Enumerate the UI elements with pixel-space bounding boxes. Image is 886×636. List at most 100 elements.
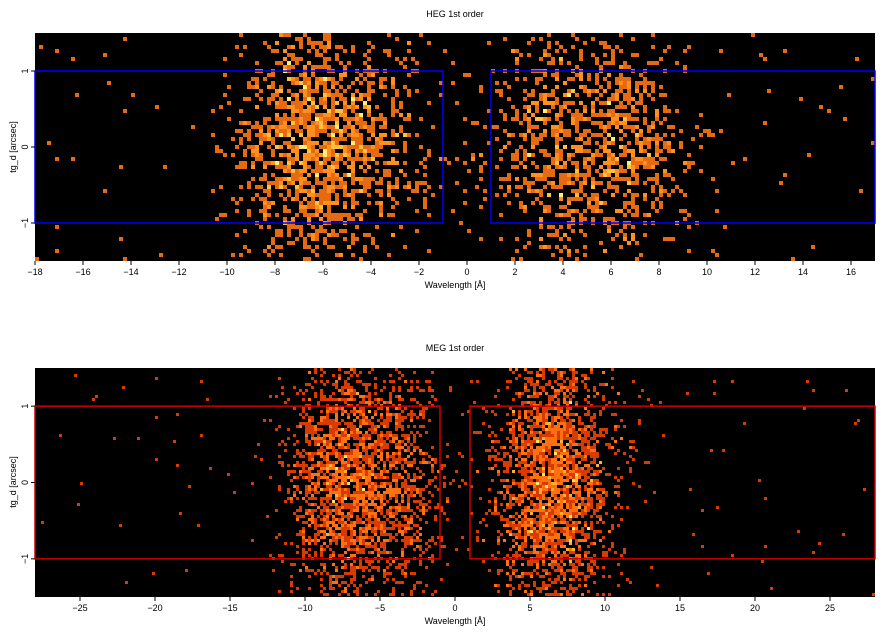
event-cell [311, 428, 314, 431]
event-cell [311, 73, 315, 77]
event-cell [287, 153, 291, 157]
event-cell [368, 455, 371, 458]
event-cell [407, 389, 410, 392]
event-cell [679, 209, 683, 213]
event-cell [575, 145, 579, 149]
event-cell [471, 153, 475, 157]
event-cell [386, 476, 389, 479]
event-cell [763, 121, 767, 125]
event-cell [319, 41, 323, 45]
event-cell [291, 105, 295, 109]
event-cell [631, 161, 635, 165]
event-cell [567, 201, 571, 205]
event-cell [303, 177, 307, 181]
event-cell [359, 485, 362, 488]
event-cell [554, 392, 557, 395]
event-cell [533, 509, 536, 512]
event-cell [363, 105, 367, 109]
event-cell [627, 101, 631, 105]
event-cell [569, 494, 572, 497]
event-cell [302, 536, 305, 539]
event-cell [587, 425, 590, 428]
event-cell [392, 386, 395, 389]
event-cell [359, 548, 362, 551]
event-cell [247, 137, 251, 141]
event-cell [555, 85, 559, 89]
event-cell [320, 437, 323, 440]
event-cell [303, 169, 307, 173]
event-cell [371, 473, 374, 476]
event-cell [507, 141, 511, 145]
event-cell [332, 374, 335, 377]
event-cell [219, 105, 223, 109]
event-cell [509, 368, 512, 371]
event-cell [359, 455, 362, 458]
event-cell [557, 470, 560, 473]
event-cell [299, 101, 303, 105]
event-cell [359, 189, 363, 193]
event-cell [530, 449, 533, 452]
event-cell [467, 169, 471, 173]
event-cell [554, 464, 557, 467]
event-cell [548, 527, 551, 530]
event-cell [557, 428, 560, 431]
event-cell [539, 461, 542, 464]
event-cell [567, 181, 571, 185]
event-cell [338, 368, 341, 371]
event-cell [353, 425, 356, 428]
event-cell [255, 133, 259, 137]
event-cell [530, 509, 533, 512]
event-cell [303, 181, 307, 185]
event-cell [271, 241, 275, 245]
x-tick-label: −4 [366, 267, 376, 277]
event-cell [560, 371, 563, 374]
event-cell [353, 407, 356, 410]
event-cell [305, 488, 308, 491]
event-cell [602, 497, 605, 500]
event-cell [331, 85, 335, 89]
event-cell [367, 125, 371, 129]
event-cell [283, 217, 287, 221]
event-cell [799, 97, 803, 101]
event-cell [607, 121, 611, 125]
event-cell [543, 177, 547, 181]
heg-x-axis-label: Wavelength [Å] [425, 280, 486, 290]
event-cell [392, 521, 395, 524]
event-cell [563, 554, 566, 557]
event-cell [535, 165, 539, 169]
event-cell [323, 473, 326, 476]
event-cell [341, 488, 344, 491]
event-cell [351, 129, 355, 133]
event-cell [386, 458, 389, 461]
event-cell [257, 443, 260, 446]
event-cell [521, 449, 524, 452]
event-cell [587, 395, 590, 398]
event-cell [275, 213, 279, 217]
event-cell [563, 452, 566, 455]
event-cell [392, 458, 395, 461]
event-cell [607, 133, 611, 137]
event-cell [296, 518, 299, 521]
event-cell [335, 125, 339, 129]
event-cell [545, 533, 548, 536]
event-cell [535, 189, 539, 193]
event-cell [542, 389, 545, 392]
event-cell [571, 161, 575, 165]
event-cell [543, 129, 547, 133]
event-cell [663, 93, 667, 97]
event-cell [319, 217, 323, 221]
event-cell [503, 464, 506, 467]
event-cell [395, 416, 398, 419]
event-cell [515, 185, 519, 189]
event-cell [401, 398, 404, 401]
event-cell [404, 437, 407, 440]
event-cell [303, 205, 307, 209]
event-cell [305, 452, 308, 455]
event-cell [371, 401, 374, 404]
event-cell [374, 386, 377, 389]
event-cell [335, 53, 339, 57]
event-cell [675, 109, 679, 113]
event-cell [584, 536, 587, 539]
event-cell [569, 413, 572, 416]
event-cell [351, 45, 355, 49]
